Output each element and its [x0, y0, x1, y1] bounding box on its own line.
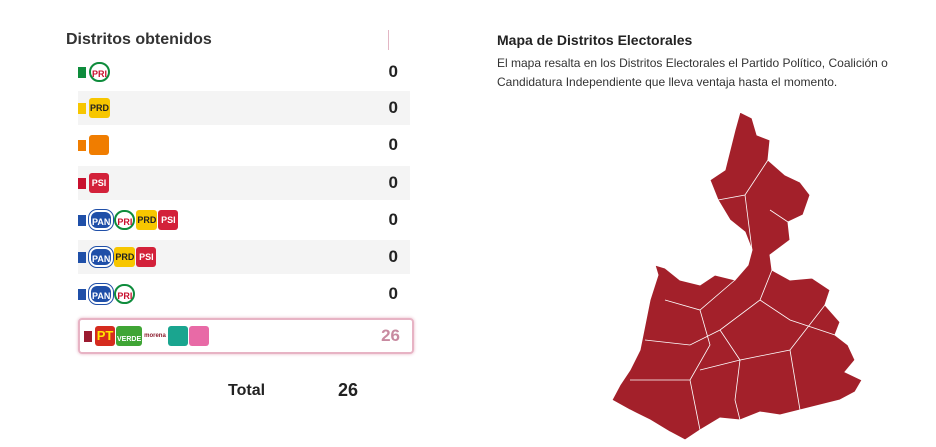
row-selected[interactable]: PT VERDE morena 26 [78, 318, 414, 354]
logo [188, 326, 209, 346]
row: PSI 0 [78, 166, 410, 200]
separator [388, 30, 389, 50]
title: Distritos obtenidos [66, 31, 212, 48]
row: PAN PRD PSI 0 [78, 240, 410, 274]
logo: PSI [158, 210, 179, 230]
total-label: Total [228, 382, 266, 399]
logo: PRI [114, 284, 136, 304]
logo: PT [95, 326, 115, 346]
count: 0 [388, 135, 398, 154]
logo: morena [143, 326, 167, 346]
logo: PRD [114, 247, 136, 267]
logo [167, 326, 188, 346]
logo: PSI [89, 173, 109, 193]
logo: PRD [136, 210, 158, 230]
logo: VERDE [116, 326, 143, 346]
count: 0 [388, 247, 398, 266]
count: 0 [388, 210, 398, 229]
count: 0 [388, 173, 398, 192]
row: PRI 0 [78, 55, 410, 89]
logo [89, 135, 109, 155]
logo: PAN [87, 209, 115, 231]
state-shape [611, 111, 863, 441]
row: PRD 0 [78, 91, 410, 125]
count: 0 [388, 62, 398, 81]
logo: PAN [87, 246, 115, 268]
map-title: Mapa de Distritos Electorales [497, 32, 693, 48]
district-borders [630, 159, 836, 431]
map-description: El mapa resalta en los Distritos Elector… [497, 56, 888, 89]
logo: PSI [136, 247, 157, 267]
row: 0 [78, 128, 410, 162]
logo: PRI [89, 62, 111, 82]
logo: PRD [89, 98, 111, 118]
logo: PAN [87, 283, 115, 305]
count: 26 [381, 326, 400, 345]
row: PAN PRI 0 [78, 277, 410, 311]
count: 0 [388, 284, 398, 303]
count: 0 [388, 98, 398, 117]
total-value: 26 [338, 380, 359, 400]
logo: PRI [114, 210, 136, 230]
row: PAN PRI PRD PSI 0 [78, 203, 410, 237]
